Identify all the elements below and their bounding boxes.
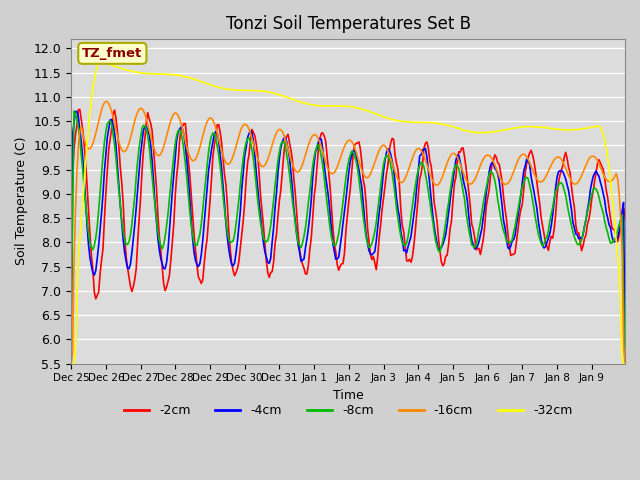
-8cm [621,361,629,367]
-32cm [105,61,113,67]
-2cm [67,361,75,367]
-16cm [618,249,626,255]
-32cm [621,361,629,367]
-4cm [88,263,95,269]
Line: -8cm: -8cm [71,111,625,364]
-16cm [102,98,109,104]
-16cm [463,179,471,185]
-4cm [354,160,362,166]
Line: -32cm: -32cm [71,61,625,364]
-32cm [618,354,626,360]
-32cm [546,125,554,131]
Line: -16cm: -16cm [71,101,625,364]
-16cm [86,146,94,152]
-16cm [105,101,113,107]
Y-axis label: Soil Temperature (C): Soil Temperature (C) [15,137,28,265]
-2cm [546,239,554,245]
-32cm [354,105,362,111]
X-axis label: Time: Time [333,389,364,402]
-2cm [621,206,629,212]
-4cm [621,343,629,349]
-8cm [546,218,554,224]
-8cm [67,317,75,323]
-32cm [463,128,471,134]
-8cm [105,119,113,124]
-16cm [546,165,554,171]
-2cm [76,107,84,112]
-16cm [67,361,75,367]
-8cm [354,165,362,171]
-4cm [546,231,554,237]
Line: -2cm: -2cm [71,109,625,364]
-4cm [463,198,471,204]
-4cm [72,108,79,114]
-2cm [618,226,626,231]
-2cm [88,252,95,258]
-2cm [354,140,362,146]
Line: -4cm: -4cm [71,111,625,346]
-8cm [88,244,95,250]
-4cm [67,302,75,308]
-4cm [618,209,626,215]
-8cm [463,218,471,224]
-2cm [105,146,113,152]
-4cm [105,126,113,132]
-2cm [463,177,471,182]
Title: Tonzi Soil Temperatures Set B: Tonzi Soil Temperatures Set B [225,15,470,33]
-8cm [70,108,78,114]
-16cm [621,361,629,367]
-32cm [86,110,94,116]
Text: TZ_fmet: TZ_fmet [82,47,143,60]
Legend: -2cm, -4cm, -8cm, -16cm, -32cm: -2cm, -4cm, -8cm, -16cm, -32cm [119,399,577,422]
-32cm [67,361,75,367]
-32cm [96,59,104,64]
-8cm [618,213,626,218]
-16cm [354,154,362,159]
